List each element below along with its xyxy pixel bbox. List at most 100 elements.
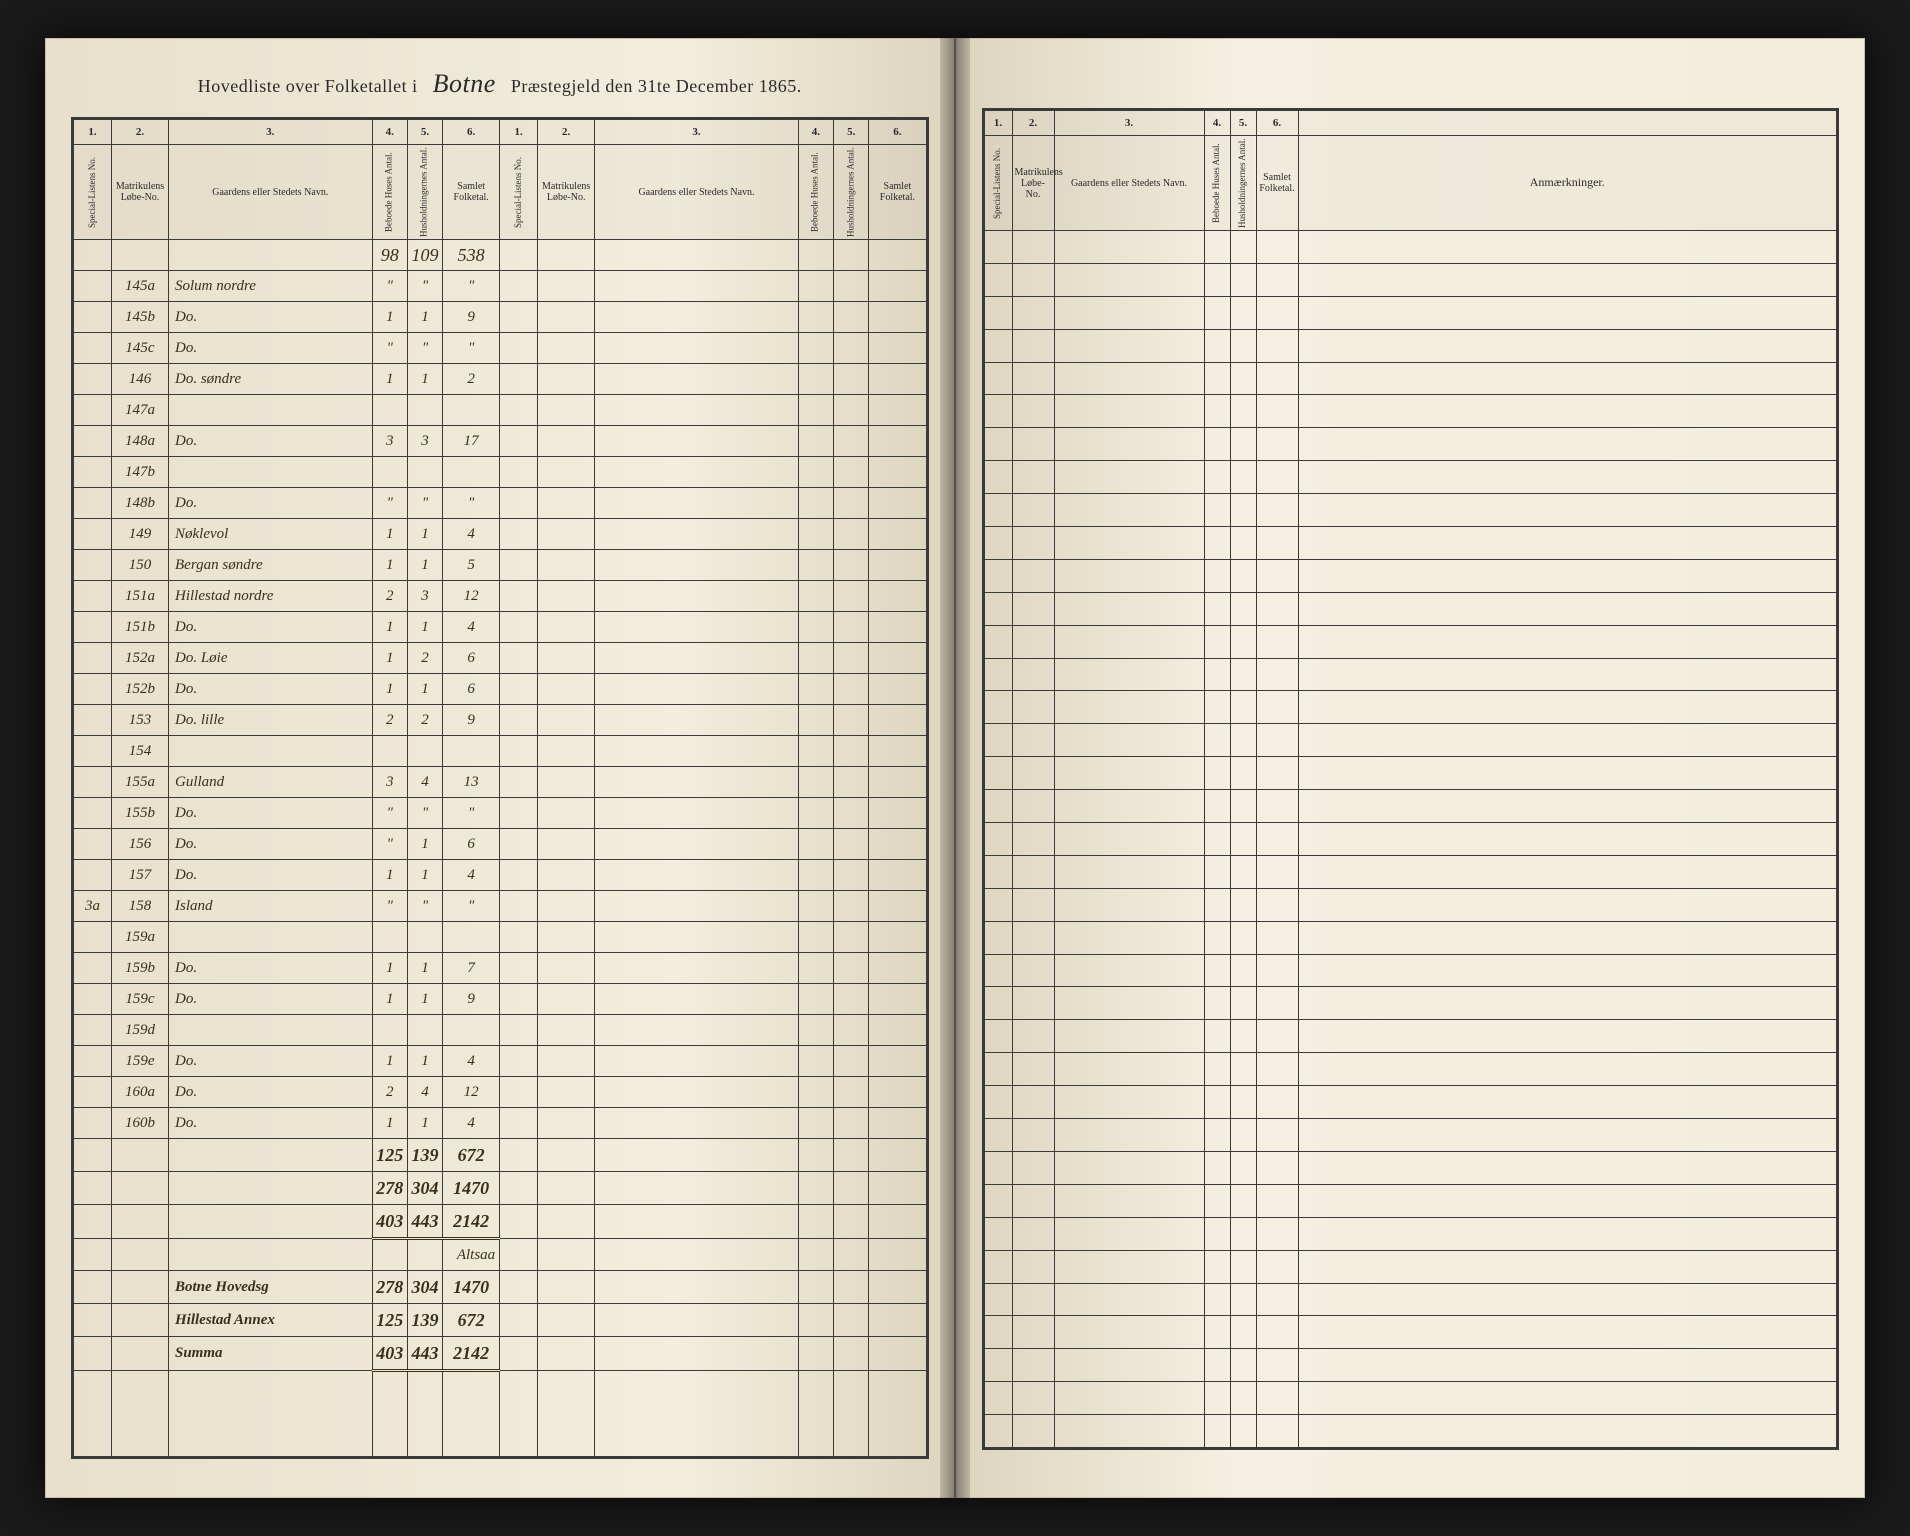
cell — [798, 829, 833, 860]
cell — [1230, 658, 1256, 691]
cell — [1298, 954, 1837, 987]
cell — [834, 1046, 869, 1077]
table-row: 151aHillestad nordre2312 — [74, 581, 927, 612]
cell — [1298, 1415, 1837, 1448]
row-c4: 1 — [372, 612, 407, 643]
cell — [869, 550, 926, 581]
col-label: Samlet Folketal. — [869, 145, 926, 240]
cell — [500, 1139, 538, 1172]
row-c4 — [372, 922, 407, 953]
cell — [74, 1239, 112, 1271]
cell — [869, 705, 926, 736]
table-row — [984, 428, 1837, 461]
cell — [1256, 1119, 1298, 1152]
cell — [798, 984, 833, 1015]
cell — [1298, 1020, 1837, 1053]
cell — [1012, 1086, 1054, 1119]
cell — [1054, 625, 1204, 658]
cell — [869, 1046, 926, 1077]
row-c3: Do. — [169, 1046, 373, 1077]
cell — [869, 860, 926, 891]
table-row: 147a — [74, 395, 927, 426]
cell — [74, 1271, 112, 1304]
row-c3: Gulland — [169, 767, 373, 798]
cell — [798, 1046, 833, 1077]
cell — [798, 302, 833, 333]
cell — [538, 1139, 595, 1172]
cell — [869, 984, 926, 1015]
table-row — [984, 888, 1837, 921]
row-c4: " — [372, 829, 407, 860]
cell — [112, 1337, 169, 1371]
table-row: Summa4034432142 — [74, 1337, 927, 1371]
cell — [869, 1337, 926, 1371]
cell — [869, 1205, 926, 1239]
summary-label: Summa — [169, 1337, 373, 1371]
cell — [1054, 362, 1204, 395]
cell — [869, 1172, 926, 1205]
cell — [1012, 395, 1054, 428]
cell — [1012, 1217, 1054, 1250]
cell — [1256, 1151, 1298, 1184]
row-c5: 1 — [407, 519, 442, 550]
column-number-row: 1. 2. 3. 4. 5. 6. 1. 2. 3. 4. 5. 6. — [74, 120, 927, 145]
cell — [1012, 461, 1054, 494]
cell — [984, 461, 1012, 494]
cell — [1054, 691, 1204, 724]
cell — [500, 922, 538, 953]
row-c1 — [74, 302, 112, 333]
cell — [538, 736, 595, 767]
cell — [798, 1205, 833, 1239]
cell — [834, 1172, 869, 1205]
cell — [538, 705, 595, 736]
cell — [1256, 823, 1298, 856]
cell — [1204, 1053, 1230, 1086]
col-label: Special-Listens No. — [984, 136, 1012, 231]
row-c6: " — [443, 333, 500, 364]
cell — [1012, 625, 1054, 658]
cell — [1012, 921, 1054, 954]
row-c5: " — [407, 798, 442, 829]
cell — [1054, 329, 1204, 362]
cell — [595, 488, 799, 519]
col-label: Matrikulens Løbe-No. — [112, 145, 169, 240]
col-num: 3. — [169, 120, 373, 145]
table-row — [984, 757, 1837, 790]
col-label: Gaardens eller Stedets Navn. — [169, 145, 373, 240]
row-c6: 4 — [443, 1108, 500, 1139]
column-label-row: Special-Listens No. Matrikulens Løbe-No.… — [984, 136, 1837, 231]
cell — [1204, 1151, 1230, 1184]
cell — [869, 1139, 926, 1172]
table-row: 150Bergan søndre115 — [74, 550, 927, 581]
cell — [1298, 855, 1837, 888]
row-c4 — [372, 736, 407, 767]
col-num: 4. — [372, 120, 407, 145]
row-c4 — [372, 395, 407, 426]
cell — [1204, 724, 1230, 757]
cell — [538, 1015, 595, 1046]
cell — [1012, 1382, 1054, 1415]
col-num: 5. — [407, 120, 442, 145]
cell — [834, 271, 869, 302]
table-row: 159eDo.114 — [74, 1046, 927, 1077]
cell — [595, 1304, 799, 1337]
cell — [869, 798, 926, 829]
table-row: 3a158Island""" — [74, 891, 927, 922]
cell — [1256, 428, 1298, 461]
row-c2: 155b — [112, 798, 169, 829]
cell — [538, 953, 595, 984]
cell — [1054, 1184, 1204, 1217]
cell — [1012, 1316, 1054, 1349]
cell — [1298, 1349, 1837, 1382]
col-label: Samlet Folketal. — [443, 145, 500, 240]
cell — [538, 767, 595, 798]
row-c6: " — [443, 271, 500, 302]
cell — [1012, 790, 1054, 823]
cell — [169, 240, 373, 271]
cell — [1256, 1184, 1298, 1217]
cell — [1298, 559, 1837, 592]
cell — [984, 527, 1012, 560]
cell — [834, 984, 869, 1015]
cell — [1054, 592, 1204, 625]
cell — [984, 1053, 1012, 1086]
